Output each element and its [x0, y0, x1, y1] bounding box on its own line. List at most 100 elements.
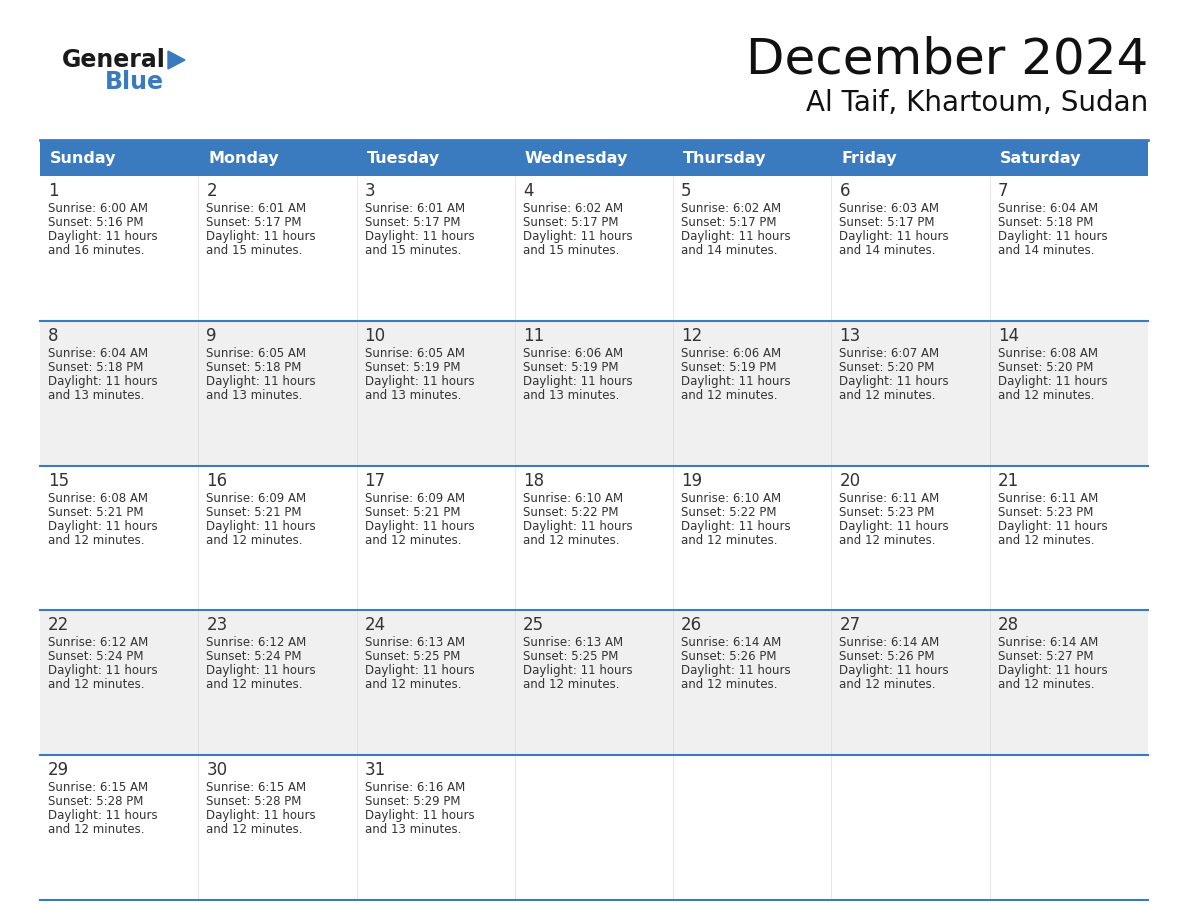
Text: Daylight: 11 hours: Daylight: 11 hours [840, 230, 949, 243]
Text: Daylight: 11 hours: Daylight: 11 hours [998, 230, 1107, 243]
Text: 12: 12 [681, 327, 702, 345]
Polygon shape [168, 51, 185, 69]
Text: 27: 27 [840, 616, 860, 634]
Text: and 12 minutes.: and 12 minutes. [207, 678, 303, 691]
Text: Sunset: 5:16 PM: Sunset: 5:16 PM [48, 216, 144, 229]
Text: Tuesday: Tuesday [367, 151, 440, 165]
Text: Sunrise: 6:02 AM: Sunrise: 6:02 AM [681, 202, 782, 215]
Text: Sunrise: 6:08 AM: Sunrise: 6:08 AM [998, 347, 1098, 360]
Text: Sunset: 5:23 PM: Sunset: 5:23 PM [840, 506, 935, 519]
Text: 23: 23 [207, 616, 228, 634]
Text: Daylight: 11 hours: Daylight: 11 hours [48, 230, 158, 243]
Text: Sunrise: 6:01 AM: Sunrise: 6:01 AM [365, 202, 465, 215]
Text: and 13 minutes.: and 13 minutes. [365, 823, 461, 836]
Text: Sunset: 5:25 PM: Sunset: 5:25 PM [523, 650, 618, 664]
Text: Daylight: 11 hours: Daylight: 11 hours [681, 665, 791, 677]
Text: Sunset: 5:26 PM: Sunset: 5:26 PM [681, 650, 777, 664]
Text: Sunset: 5:18 PM: Sunset: 5:18 PM [48, 361, 144, 374]
Text: 24: 24 [365, 616, 386, 634]
Text: Daylight: 11 hours: Daylight: 11 hours [207, 520, 316, 532]
Text: Sunrise: 6:09 AM: Sunrise: 6:09 AM [365, 492, 465, 505]
Text: Sunrise: 6:08 AM: Sunrise: 6:08 AM [48, 492, 148, 505]
Text: Sunset: 5:28 PM: Sunset: 5:28 PM [48, 795, 144, 808]
Text: and 14 minutes.: and 14 minutes. [681, 244, 778, 257]
Bar [674, 140, 832, 176]
Text: Sunset: 5:20 PM: Sunset: 5:20 PM [840, 361, 935, 374]
Text: Sunrise: 6:12 AM: Sunrise: 6:12 AM [207, 636, 307, 649]
Text: Sunrise: 6:15 AM: Sunrise: 6:15 AM [48, 781, 148, 794]
Text: 18: 18 [523, 472, 544, 489]
Text: Sunset: 5:17 PM: Sunset: 5:17 PM [523, 216, 619, 229]
Text: Sunset: 5:27 PM: Sunset: 5:27 PM [998, 650, 1093, 664]
Text: Sunrise: 6:13 AM: Sunrise: 6:13 AM [523, 636, 623, 649]
Bar [832, 140, 990, 176]
Text: and 15 minutes.: and 15 minutes. [523, 244, 619, 257]
Text: Daylight: 11 hours: Daylight: 11 hours [207, 665, 316, 677]
Text: Al Taif, Khartoum, Sudan: Al Taif, Khartoum, Sudan [805, 89, 1148, 117]
Text: and 14 minutes.: and 14 minutes. [840, 244, 936, 257]
Text: and 13 minutes.: and 13 minutes. [523, 389, 619, 402]
Text: Sunset: 5:17 PM: Sunset: 5:17 PM [365, 216, 460, 229]
Text: and 12 minutes.: and 12 minutes. [523, 678, 619, 691]
Text: Sunrise: 6:10 AM: Sunrise: 6:10 AM [523, 492, 623, 505]
Text: Sunset: 5:18 PM: Sunset: 5:18 PM [998, 216, 1093, 229]
Text: and 12 minutes.: and 12 minutes. [998, 389, 1094, 402]
Text: Sunrise: 6:16 AM: Sunrise: 6:16 AM [365, 781, 465, 794]
Text: 30: 30 [207, 761, 227, 779]
Text: Sunrise: 6:06 AM: Sunrise: 6:06 AM [523, 347, 623, 360]
Text: Sunrise: 6:10 AM: Sunrise: 6:10 AM [681, 492, 782, 505]
Text: Sunset: 5:20 PM: Sunset: 5:20 PM [998, 361, 1093, 374]
Text: Daylight: 11 hours: Daylight: 11 hours [681, 520, 791, 532]
Text: Daylight: 11 hours: Daylight: 11 hours [681, 230, 791, 243]
Text: Daylight: 11 hours: Daylight: 11 hours [48, 809, 158, 823]
Text: Blue: Blue [105, 70, 164, 94]
Text: 2: 2 [207, 182, 217, 200]
Text: and 15 minutes.: and 15 minutes. [207, 244, 303, 257]
Text: and 12 minutes.: and 12 minutes. [48, 678, 145, 691]
Text: 10: 10 [365, 327, 386, 345]
Text: Sunset: 5:19 PM: Sunset: 5:19 PM [681, 361, 777, 374]
Text: and 12 minutes.: and 12 minutes. [998, 678, 1094, 691]
Text: and 12 minutes.: and 12 minutes. [48, 823, 145, 836]
Bar [514, 140, 674, 176]
Text: Daylight: 11 hours: Daylight: 11 hours [998, 375, 1107, 387]
Text: Sunrise: 6:03 AM: Sunrise: 6:03 AM [840, 202, 940, 215]
Text: Sunset: 5:24 PM: Sunset: 5:24 PM [48, 650, 144, 664]
Text: Daylight: 11 hours: Daylight: 11 hours [840, 375, 949, 387]
Text: Sunset: 5:22 PM: Sunset: 5:22 PM [681, 506, 777, 519]
Text: Daylight: 11 hours: Daylight: 11 hours [840, 520, 949, 532]
Bar [40, 320, 1148, 465]
Text: 29: 29 [48, 761, 69, 779]
Text: Daylight: 11 hours: Daylight: 11 hours [523, 520, 632, 532]
Text: Sunrise: 6:06 AM: Sunrise: 6:06 AM [681, 347, 782, 360]
Text: and 12 minutes.: and 12 minutes. [681, 533, 778, 546]
Bar [40, 610, 1148, 756]
Text: Thursday: Thursday [683, 151, 766, 165]
Text: Sunday: Sunday [50, 151, 116, 165]
Text: 5: 5 [681, 182, 691, 200]
Text: 19: 19 [681, 472, 702, 489]
Text: 25: 25 [523, 616, 544, 634]
Text: Daylight: 11 hours: Daylight: 11 hours [207, 230, 316, 243]
Text: 6: 6 [840, 182, 849, 200]
Text: Sunrise: 6:14 AM: Sunrise: 6:14 AM [681, 636, 782, 649]
Text: Monday: Monday [208, 151, 279, 165]
Text: Sunset: 5:17 PM: Sunset: 5:17 PM [207, 216, 302, 229]
Text: 17: 17 [365, 472, 386, 489]
Text: Sunrise: 6:14 AM: Sunrise: 6:14 AM [998, 636, 1098, 649]
Text: Daylight: 11 hours: Daylight: 11 hours [365, 375, 474, 387]
Text: and 12 minutes.: and 12 minutes. [840, 678, 936, 691]
Text: Daylight: 11 hours: Daylight: 11 hours [365, 520, 474, 532]
Text: 8: 8 [48, 327, 58, 345]
Text: 16: 16 [207, 472, 227, 489]
Text: Sunset: 5:21 PM: Sunset: 5:21 PM [365, 506, 460, 519]
Text: 7: 7 [998, 182, 1009, 200]
Text: Sunrise: 6:02 AM: Sunrise: 6:02 AM [523, 202, 623, 215]
Text: 20: 20 [840, 472, 860, 489]
Text: 31: 31 [365, 761, 386, 779]
Bar [990, 140, 1148, 176]
Text: 14: 14 [998, 327, 1019, 345]
Text: Daylight: 11 hours: Daylight: 11 hours [523, 665, 632, 677]
Bar [40, 176, 1148, 320]
Text: and 12 minutes.: and 12 minutes. [998, 533, 1094, 546]
